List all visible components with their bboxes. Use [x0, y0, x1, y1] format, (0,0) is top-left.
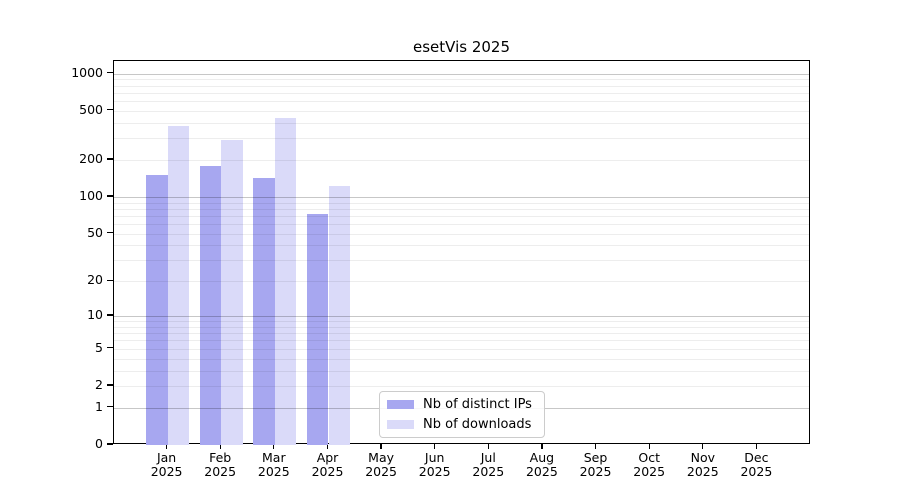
gridline-minor: [114, 208, 809, 210]
bar-downloads: [328, 186, 350, 445]
x-tick-mark: [219, 444, 221, 449]
x-tick-mark: [755, 444, 758, 449]
gridline-minor: [114, 92, 809, 94]
y-axis-tick-label: 5: [95, 339, 103, 355]
x-tick-mark: [702, 444, 704, 449]
y-axis-tick-label: 100: [79, 187, 103, 203]
plot-area: [113, 60, 810, 445]
y-axis-tick-label: 500: [79, 101, 103, 117]
gridline-minor: [114, 233, 809, 235]
gridline-minor: [114, 202, 809, 204]
y-axis-tick-label: 1: [95, 398, 103, 414]
x-axis-tick-label: Feb 2025: [204, 450, 237, 479]
x-axis-tick-label: Aug 2025: [525, 450, 558, 479]
legend-swatch-downloads: [387, 420, 414, 429]
gridline-minor: [114, 358, 809, 360]
y-tick-mark: [107, 406, 113, 408]
y-axis-tick-label: 2: [95, 376, 103, 392]
gridline-minor: [114, 101, 809, 102]
gridline-minor: [114, 110, 809, 112]
x-tick-mark: [165, 444, 168, 449]
x-axis-tick-label: Dec 2025: [740, 450, 773, 479]
y-tick-mark: [107, 195, 113, 197]
gridline-minor: [114, 385, 809, 387]
x-tick-mark: [541, 444, 543, 449]
chart-title: esetVis 2025: [412, 38, 510, 56]
y-axis-tick-label: 10: [87, 307, 103, 323]
legend-label-distinct-ips: Nb of distinct IPs: [423, 396, 532, 412]
gridline-minor: [114, 326, 809, 328]
y-tick-mark: [107, 231, 113, 234]
bar-downloads: [274, 117, 297, 445]
x-axis-tick-label: Jul 2025: [472, 450, 505, 479]
legend: Nb of distinct IPs Nb of downloads: [379, 391, 545, 438]
y-tick-mark: [107, 443, 113, 445]
gridline-minor: [114, 340, 809, 342]
y-tick-mark: [107, 71, 113, 74]
gridline-major: [114, 73, 809, 75]
bar-downloads: [167, 126, 189, 445]
y-axis-tick-label: 0: [95, 436, 103, 451]
x-tick-mark: [380, 444, 382, 449]
y-tick-mark: [107, 109, 113, 111]
y-axis-tick-label: 1000: [71, 64, 103, 80]
gridline-minor: [114, 370, 809, 372]
gridline-minor: [114, 321, 809, 323]
x-tick-mark: [648, 444, 650, 449]
gridline-minor: [114, 159, 809, 161]
y-axis-tick-label: 200: [79, 150, 103, 166]
legend-item-distinct-ips: Nb of distinct IPs: [387, 397, 544, 413]
bar-distinct-ips: [146, 175, 168, 445]
x-axis-tick-label: Sep 2025: [579, 450, 612, 479]
y-tick-mark: [107, 158, 113, 160]
bar-downloads: [221, 140, 243, 445]
legend-swatch-distinct-ips: [387, 400, 414, 409]
gridline-minor: [114, 245, 809, 247]
x-tick-mark: [434, 444, 436, 449]
gridline-minor: [114, 122, 809, 124]
gridline-minor: [114, 79, 809, 81]
gridline-major: [114, 196, 809, 198]
x-tick-mark: [594, 444, 597, 449]
x-axis-tick-label: Apr 2025: [311, 450, 344, 479]
x-axis-tick-label: May 2025: [365, 450, 397, 479]
x-axis-tick-label: Jan 2025: [150, 450, 183, 479]
gridline-minor: [114, 85, 809, 87]
x-tick-mark: [487, 444, 489, 449]
bar-distinct-ips: [307, 213, 329, 445]
bar-distinct-ips: [253, 178, 275, 445]
gridline-minor: [114, 260, 809, 262]
legend-label-downloads: Nb of downloads: [423, 416, 532, 432]
x-tick-mark: [273, 444, 275, 449]
gridline-minor: [114, 348, 809, 350]
x-axis-tick-label: Jun 2025: [418, 450, 451, 479]
y-tick-mark: [107, 314, 113, 316]
gridline-minor: [114, 333, 809, 335]
y-tick-mark: [107, 279, 113, 281]
legend-item-downloads: Nb of downloads: [387, 417, 544, 433]
y-tick-mark: [107, 384, 113, 386]
gridline-minor: [114, 281, 809, 283]
x-tick-mark: [326, 444, 329, 449]
bar-distinct-ips: [199, 165, 222, 445]
x-axis-tick-label: Oct 2025: [633, 450, 666, 479]
y-axis-tick-label: 20: [87, 272, 103, 288]
gridline-minor: [114, 215, 809, 217]
y-tick-mark: [107, 347, 113, 349]
x-axis-tick-label: Mar 2025: [257, 450, 290, 479]
gridline-major: [114, 316, 809, 318]
gridline-minor: [114, 138, 809, 140]
y-axis-tick-label: 50: [87, 224, 103, 240]
gridline-minor: [114, 224, 809, 225]
x-axis-tick-label: Nov 2025: [686, 450, 719, 479]
